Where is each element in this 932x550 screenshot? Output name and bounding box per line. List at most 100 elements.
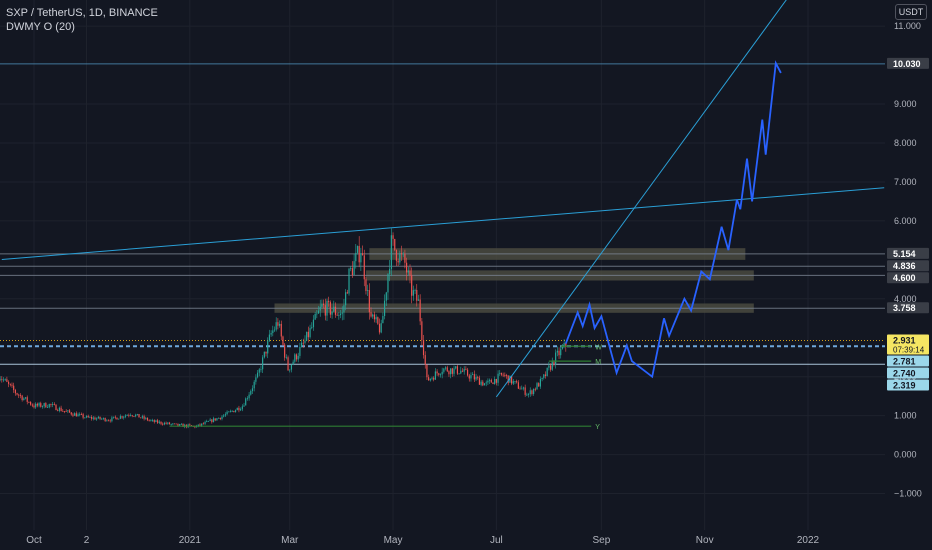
candle-body <box>539 378 542 387</box>
candle-body <box>326 300 328 316</box>
candle-body <box>373 314 376 320</box>
candle-body <box>333 306 335 312</box>
indicator-title[interactable]: DWMY O (20) <box>6 21 75 33</box>
projection-line <box>564 60 782 379</box>
candle-body <box>334 306 337 315</box>
candle-body <box>189 424 191 426</box>
candle-body <box>138 414 140 418</box>
candle-body <box>470 375 472 379</box>
price-labels: 10.0305.1544.8364.6003.7582.93107:39:142… <box>887 57 929 391</box>
candle-body <box>172 423 174 425</box>
candle-body <box>258 369 260 373</box>
candle-body <box>216 418 218 421</box>
candle-body <box>460 370 462 374</box>
candle-body <box>282 336 284 345</box>
price-label-text: 5.154 <box>893 249 916 259</box>
candle-body <box>395 249 398 261</box>
candle-body <box>375 317 377 320</box>
price-label-box <box>887 302 929 314</box>
candle-body <box>21 395 23 401</box>
open-levels: W M Y <box>169 344 602 431</box>
candle-body <box>488 379 491 381</box>
symbol-title[interactable]: SXP / TetherUS, 1D, BINANCE <box>6 7 158 19</box>
candle-body <box>543 374 545 378</box>
candle-body <box>207 421 210 422</box>
candle-body <box>206 421 208 422</box>
candle-body <box>448 371 450 375</box>
candle-body <box>236 407 238 411</box>
open-level-label: M <box>595 359 601 366</box>
price-label-text: 10.030 <box>893 59 921 69</box>
candle-body <box>522 387 525 389</box>
candle-body <box>278 323 281 326</box>
candle-body <box>4 379 6 381</box>
candle-body <box>41 406 44 407</box>
open-level-label: Y <box>595 424 600 431</box>
candle-body <box>40 403 42 407</box>
candle-body <box>92 417 94 419</box>
candle-body <box>28 401 30 403</box>
candle-body <box>453 368 455 374</box>
candle-body <box>35 403 37 408</box>
candle-body <box>68 410 71 413</box>
candle-body <box>224 414 226 416</box>
candle-body <box>265 351 267 354</box>
candle-body <box>341 312 343 314</box>
price-label-box <box>887 272 929 284</box>
candle-body <box>231 410 233 412</box>
candle-body <box>33 405 35 408</box>
candle-body <box>463 368 465 372</box>
candle-body <box>63 410 66 412</box>
candle-body <box>170 424 172 425</box>
candle-body <box>234 410 237 413</box>
candle-body <box>106 420 108 422</box>
candle-body <box>253 381 255 389</box>
price-label-box <box>887 260 929 272</box>
candle-body <box>16 393 18 395</box>
candle-body <box>287 357 289 371</box>
candle-body <box>245 398 247 406</box>
candle-body <box>223 415 225 417</box>
candle-body <box>478 377 481 385</box>
candle-body <box>145 417 147 419</box>
x-tick-label: Sep <box>592 535 610 546</box>
candle-body <box>548 365 550 368</box>
candle-body <box>167 422 169 424</box>
candle-body <box>218 417 220 419</box>
candle-body <box>321 303 323 307</box>
currency-button[interactable]: USDT <box>895 4 927 20</box>
candle-body <box>87 416 89 418</box>
candle-body <box>140 417 142 419</box>
candle-body <box>246 398 249 400</box>
candle-body <box>450 368 452 375</box>
candle-body <box>426 364 428 378</box>
candle-body <box>96 418 98 420</box>
candle-body <box>360 253 362 263</box>
candle-body <box>351 268 354 276</box>
candle-body <box>268 334 271 341</box>
candle-body <box>422 340 425 356</box>
candle-body <box>465 368 467 370</box>
candle-body <box>516 381 518 383</box>
candle-body <box>263 351 265 358</box>
candle-body <box>85 416 88 418</box>
candle-body <box>538 383 540 387</box>
candle-body <box>153 420 155 422</box>
candle-body <box>417 299 420 301</box>
candle-body <box>267 340 269 354</box>
candle-body <box>439 374 442 376</box>
x-axis: Oct 2 2021 Mar May Jul Sep Nov 2022 <box>26 535 819 546</box>
candle-body <box>404 253 406 263</box>
candle-body <box>150 420 152 422</box>
candle-body <box>561 347 564 349</box>
candle-body <box>399 253 401 263</box>
candle-body <box>136 414 138 415</box>
candle-body <box>534 388 536 390</box>
candle-body <box>243 405 245 407</box>
candle-body <box>128 415 130 416</box>
price-label-text: 2.740 <box>893 368 916 378</box>
candle-body <box>84 417 86 419</box>
candle-body <box>77 414 79 417</box>
candle-body <box>521 388 523 390</box>
